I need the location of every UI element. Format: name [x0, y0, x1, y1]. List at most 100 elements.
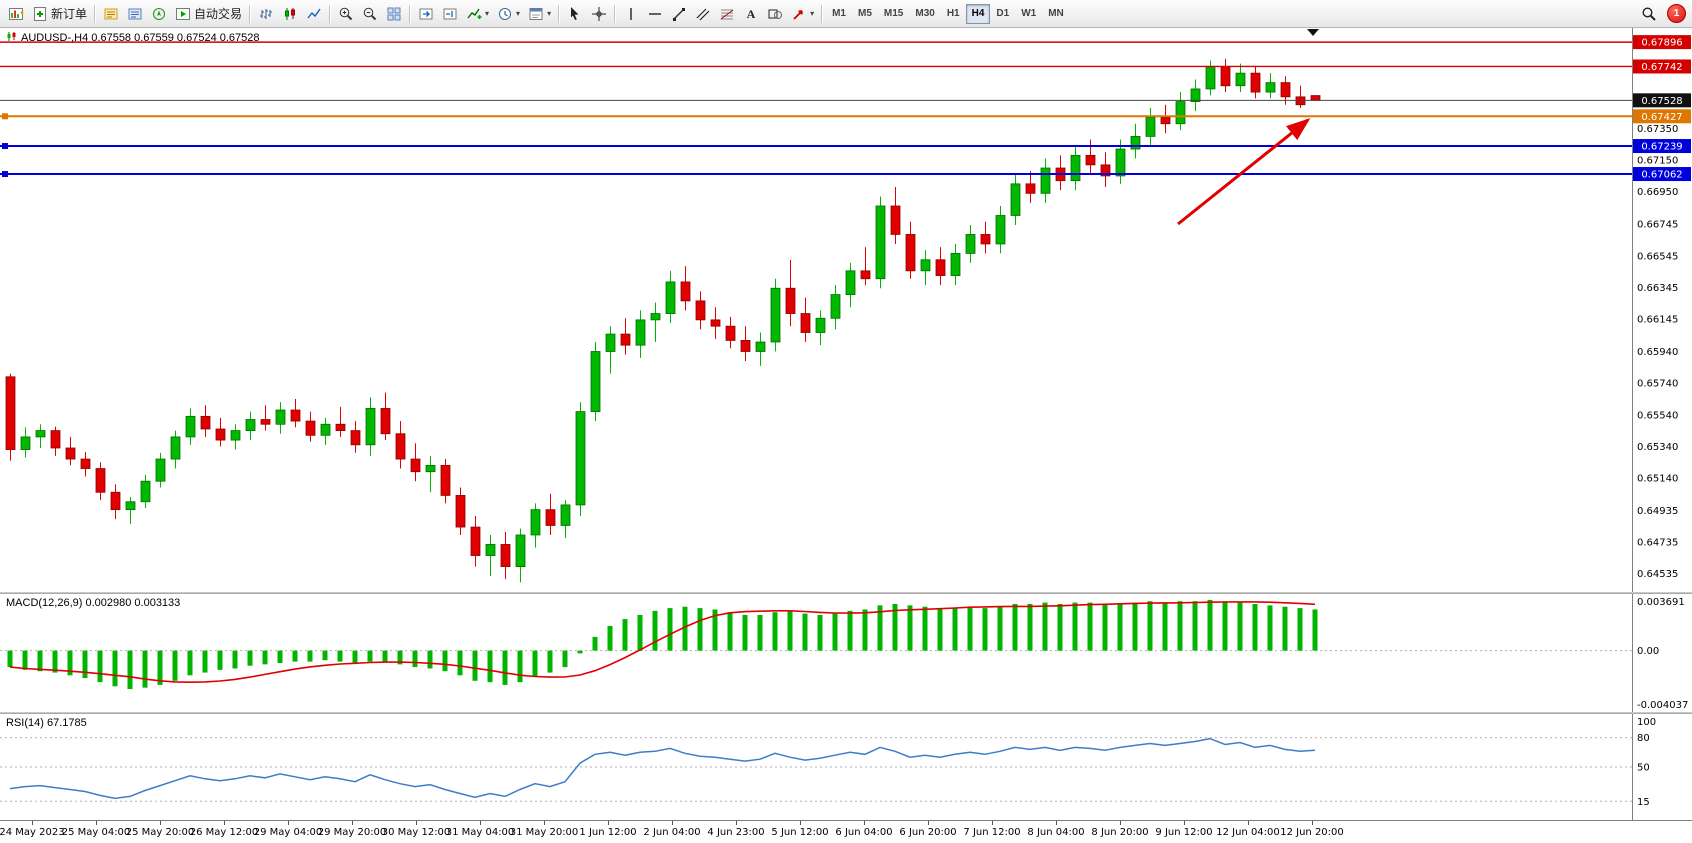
fibonacci-icon	[719, 6, 735, 22]
time-axis[interactable]: 24 May 2023 25 May 04:00 25 May 20:00 26 Ma…	[0, 820, 1692, 843]
time-tick	[416, 821, 417, 825]
svg-text:0.67427: 0.67427	[1641, 112, 1682, 123]
templates-button[interactable]: ▾	[524, 3, 555, 25]
time-tick	[736, 821, 737, 825]
periods-button[interactable]: ▾	[493, 3, 524, 25]
price-axis-label: 0.66950	[1637, 187, 1678, 198]
line-chart-button[interactable]	[302, 3, 326, 25]
bar-chart-button[interactable]	[254, 3, 278, 25]
market-watch-button[interactable]	[99, 3, 123, 25]
navigator-button[interactable]	[147, 3, 171, 25]
time-label: 29 May 20:00	[317, 827, 387, 838]
market-watch-icon	[103, 6, 119, 22]
rsi-panel[interactable]: 100 80 50 15 RSI(14) 67.1785	[0, 714, 1692, 820]
arrows-tool-button[interactable]: ▾	[787, 3, 818, 25]
hline-handle[interactable]	[2, 143, 8, 150]
new-chart-icon	[8, 6, 24, 22]
notification-badge[interactable]: 1	[1667, 4, 1686, 23]
rsi-axis-label: 15	[1637, 797, 1650, 808]
timeframe-M5[interactable]: M5	[852, 4, 878, 24]
time-label: 24 May 2023	[0, 827, 65, 838]
price-axis-label: 0.64935	[1637, 506, 1678, 517]
price-axis-label: 0.66145	[1637, 315, 1678, 326]
auto-trading-button[interactable]: 自动交易	[171, 3, 246, 25]
vertical-line-tool-button[interactable]	[619, 3, 643, 25]
timeframe-W1[interactable]: W1	[1015, 4, 1042, 24]
candlestick-chart-button[interactable]	[278, 3, 302, 25]
time-label: 4 Jun 23:00	[707, 827, 765, 838]
bar-chart-icon	[258, 6, 274, 22]
macd-axis-label: -0.004037	[1637, 700, 1688, 711]
horizontal-line-tool-button[interactable]	[643, 3, 667, 25]
time-label: 8 Jun 04:00	[1027, 827, 1085, 838]
time-label: 29 May 04:00	[253, 827, 323, 838]
time-tick	[1248, 821, 1249, 825]
time-label: 1 Jun 12:00	[579, 827, 637, 838]
crosshair-button[interactable]	[587, 3, 611, 25]
toolbar-separator	[409, 4, 412, 23]
price-badge	[1633, 139, 1691, 154]
rsi-axis-label: 100	[1637, 717, 1656, 728]
shapes-tool-button[interactable]	[763, 3, 787, 25]
hline-handle[interactable]	[2, 171, 8, 178]
timeframe-M15[interactable]: M15	[878, 4, 909, 24]
horizontal-line-icon	[647, 6, 663, 22]
fibonacci-tool-button[interactable]	[715, 3, 739, 25]
tile-windows-button[interactable]	[382, 3, 406, 25]
panel-splitter[interactable]	[0, 712, 1692, 714]
macd-histogram	[7, 599, 1318, 690]
chart-shift-button[interactable]	[438, 3, 462, 25]
auto-scroll-button[interactable]	[414, 3, 438, 25]
bar-position-marker[interactable]	[1307, 29, 1319, 36]
time-tick	[1056, 821, 1057, 825]
channel-tool-button[interactable]	[691, 3, 715, 25]
timeframe-D1[interactable]: D1	[990, 4, 1015, 24]
data-window-button[interactable]	[123, 3, 147, 25]
time-tick	[1312, 821, 1313, 825]
time-label: 26 May 12:00	[189, 827, 259, 838]
time-tick	[928, 821, 929, 825]
time-label: 31 May 04:00	[445, 827, 515, 838]
timeframe-MN[interactable]: MN	[1042, 4, 1070, 24]
timeframe-H4[interactable]: H4	[965, 3, 991, 24]
macd-canvas[interactable]: 0.003691 0.00 -0.004037	[0, 594, 1692, 712]
text-tool-button[interactable]: A	[739, 3, 763, 25]
toolbar-separator	[329, 4, 332, 23]
navigator-icon	[151, 6, 167, 22]
time-label: 12 Jun 20:00	[1280, 827, 1344, 838]
zoom-in-button[interactable]	[334, 3, 358, 25]
price-axis-label: 0.67150	[1637, 156, 1678, 167]
templates-icon	[528, 6, 544, 22]
trendline-tool-button[interactable]	[667, 3, 691, 25]
timeframe-M30[interactable]: M30	[909, 4, 940, 24]
new-chart-button[interactable]	[4, 3, 28, 25]
price-axis-label: 0.66345	[1637, 283, 1678, 294]
indicators-button[interactable]: ▾	[462, 3, 493, 25]
time-tick	[1120, 821, 1121, 825]
timeframe-H1[interactable]: H1	[941, 4, 966, 24]
rsi-canvas[interactable]: 100 80 50 15	[0, 714, 1692, 820]
zoom-out-button[interactable]	[358, 3, 382, 25]
toolbar-separator	[614, 4, 617, 23]
rsi-axis-label: 50	[1637, 763, 1650, 774]
price-badge	[1633, 109, 1691, 124]
main-chart-canvas[interactable]: 0.67350 0.67150 0.66950 0.66745 0.66545 0.663…	[0, 28, 1692, 592]
time-label: 31 May 20:00	[509, 827, 579, 838]
line-chart-icon	[306, 6, 322, 22]
new-order-button[interactable]: 新订单	[28, 3, 91, 25]
annotation-arrow[interactable]	[1177, 118, 1311, 226]
rsi-axis-label: 80	[1637, 733, 1650, 744]
hline-handle[interactable]	[2, 113, 8, 120]
main-chart-panel[interactable]: 0.67350 0.67150 0.66950 0.66745 0.66545 0.663…	[0, 28, 1692, 592]
toolbar-separator	[558, 4, 561, 23]
search-button[interactable]	[1637, 3, 1661, 25]
cursor-button[interactable]	[563, 3, 587, 25]
timeframe-M1[interactable]: M1	[826, 4, 852, 24]
panel-splitter[interactable]	[0, 592, 1692, 594]
time-label: 6 Jun 04:00	[835, 827, 893, 838]
candlestick-chart-icon	[282, 6, 298, 22]
time-tick	[288, 821, 289, 825]
time-label: 5 Jun 12:00	[771, 827, 829, 838]
macd-panel[interactable]: 0.003691 0.00 -0.004037 MACD(12,26,9) 0.00…	[0, 594, 1692, 712]
toolbar-separator	[821, 4, 824, 23]
